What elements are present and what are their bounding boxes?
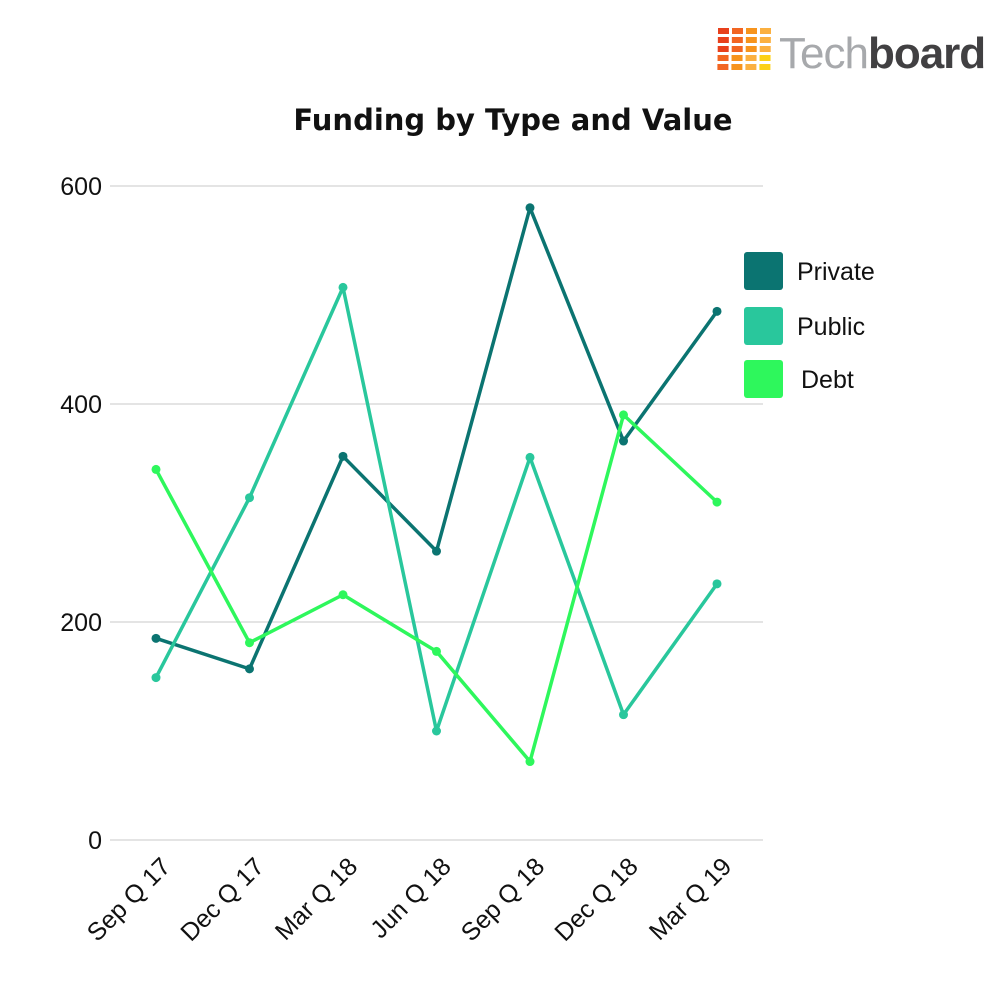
x-tick-label: Mar Q 18 xyxy=(270,852,363,945)
series-debt xyxy=(151,410,722,767)
legend-swatch xyxy=(744,252,783,290)
logo-block xyxy=(745,55,757,61)
x-tick-label: Dec Q 18 xyxy=(549,852,643,946)
logo-block xyxy=(745,46,757,52)
legend-label: Private xyxy=(797,258,875,286)
data-point xyxy=(151,673,161,683)
data-point xyxy=(432,546,441,556)
logo-block xyxy=(731,37,743,43)
x-tick-label: Mar Q 19 xyxy=(644,852,737,945)
data-point xyxy=(151,464,161,474)
data-point xyxy=(525,452,535,462)
logo-block xyxy=(731,55,743,61)
y-tick-label: 400 xyxy=(60,391,102,419)
x-tick-label: Sep Q 18 xyxy=(456,852,550,946)
logo-block xyxy=(717,55,729,61)
logo-block xyxy=(731,64,743,70)
data-point xyxy=(151,633,161,643)
techboard-logo: Techboard xyxy=(717,28,986,78)
logo-block xyxy=(759,55,771,61)
data-point xyxy=(712,497,722,507)
legend-item-debt: Debt xyxy=(744,360,854,398)
y-tick-label: 200 xyxy=(60,609,102,637)
logo-block xyxy=(718,28,729,34)
x-tick-label: Dec Q 17 xyxy=(175,852,269,946)
logo-block xyxy=(759,64,771,70)
data-point xyxy=(525,203,535,213)
data-point xyxy=(432,726,441,736)
x-axis: Sep Q 17 Dec Q 17 Mar Q 18 Jun Q 18 Sep Q 18… xyxy=(82,852,737,946)
legend-label: Debt xyxy=(801,366,854,394)
legend-swatch xyxy=(744,307,783,345)
y-tick-label: 600 xyxy=(60,173,102,201)
chart-title: Funding by Type and Value xyxy=(293,103,732,137)
data-point xyxy=(245,638,254,648)
grid xyxy=(110,185,763,841)
data-point xyxy=(245,493,254,503)
logo-block xyxy=(717,64,729,70)
legend-label: Public xyxy=(797,313,865,341)
logo-block xyxy=(759,37,771,43)
data-point xyxy=(712,579,722,589)
logo-block xyxy=(759,46,771,52)
logo-block xyxy=(745,64,757,70)
data-point xyxy=(338,590,348,600)
logo-text-light: Tech xyxy=(779,29,868,78)
logo-block xyxy=(732,28,743,34)
logo-text-dark: board xyxy=(868,29,985,78)
svg-text:Techboard: Techboard xyxy=(779,29,985,78)
logo-block xyxy=(746,28,757,34)
series-line xyxy=(154,206,719,671)
x-tick-label: Sep Q 17 xyxy=(82,852,176,946)
data-point xyxy=(619,410,628,420)
x-tick-label: Jun Q 18 xyxy=(365,852,457,944)
data-point xyxy=(619,710,628,720)
series-layer xyxy=(151,203,722,767)
data-point xyxy=(712,306,722,316)
legend-swatch xyxy=(744,360,783,398)
data-point xyxy=(525,757,535,767)
data-point xyxy=(245,664,254,674)
logo-block xyxy=(717,37,729,43)
series-public xyxy=(151,282,722,736)
data-point xyxy=(338,282,348,292)
logo-block xyxy=(731,46,743,52)
series-private xyxy=(151,203,722,674)
logo-mark-icon xyxy=(717,28,771,70)
logo-block xyxy=(745,37,757,43)
y-tick-label: 0 xyxy=(88,827,102,855)
logo-block xyxy=(760,28,771,34)
data-point xyxy=(619,436,628,446)
data-point xyxy=(338,451,348,461)
y-axis: 0 200 400 600 xyxy=(60,173,102,855)
legend-item-public: Public xyxy=(744,307,865,345)
legend-item-private: Private xyxy=(744,252,875,290)
data-point xyxy=(432,646,441,656)
logo-block xyxy=(717,46,729,52)
legend: Private Public Debt xyxy=(744,252,875,398)
series-line xyxy=(154,413,719,764)
